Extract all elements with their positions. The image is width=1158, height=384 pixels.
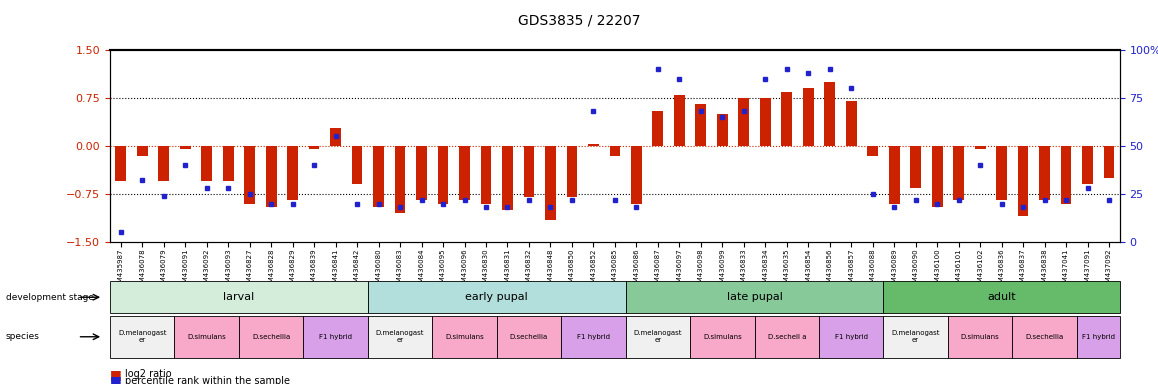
Bar [416,146,427,200]
Bar [395,146,405,213]
Bar [631,146,642,204]
Bar [545,146,556,220]
Bar [1061,146,1071,204]
Bar [824,82,835,146]
Bar [459,146,470,200]
Bar [116,146,126,181]
Bar [201,146,212,181]
Bar [373,146,384,207]
Text: early pupal: early pupal [466,292,528,302]
Bar [953,146,963,200]
Text: percentile rank within the sample: percentile rank within the sample [125,376,290,384]
Text: larval: larval [223,292,255,302]
Bar [566,146,578,197]
Bar [889,146,900,204]
Text: late pupal: late pupal [726,292,783,302]
Bar [975,146,985,149]
Bar [503,146,513,210]
Bar [266,146,277,207]
Bar [845,101,857,146]
Bar [1104,146,1114,178]
Text: D.melanogast
er: D.melanogast er [376,330,424,343]
Bar [222,146,234,181]
Bar [588,144,599,146]
Text: F1 hybrid: F1 hybrid [577,334,610,340]
Bar [287,146,298,200]
Text: D.simulans: D.simulans [961,334,999,340]
Text: log2 ratio: log2 ratio [125,369,171,379]
Text: D.sechellia: D.sechellia [510,334,548,340]
Bar [1083,146,1093,184]
Bar [352,146,362,184]
Text: species: species [6,332,39,341]
Text: F1 hybrid: F1 hybrid [320,334,352,340]
Text: D.sechellia: D.sechellia [1026,334,1064,340]
Bar [159,146,169,181]
Bar [996,146,1007,200]
Text: D.simulans: D.simulans [703,334,741,340]
Text: ■: ■ [110,368,122,381]
Text: D.simulans: D.simulans [188,334,226,340]
Bar [309,146,320,149]
Text: adult: adult [988,292,1016,302]
Text: D.sechell a: D.sechell a [768,334,806,340]
Text: GDS3835 / 22207: GDS3835 / 22207 [518,13,640,27]
Bar [932,146,943,207]
Text: D.simulans: D.simulans [445,334,484,340]
Bar [244,146,255,204]
Bar [802,88,814,146]
Text: D.melanogast
er: D.melanogast er [118,330,167,343]
Bar [481,146,491,204]
Text: F1 hybrid: F1 hybrid [835,334,867,340]
Bar [609,146,621,156]
Text: development stage: development stage [6,293,94,302]
Bar [652,111,664,146]
Text: D.sechellia: D.sechellia [252,334,291,340]
Bar [438,146,448,204]
Bar [717,114,727,146]
Bar [867,146,878,156]
Bar [330,128,340,146]
Bar [910,146,921,187]
Bar [782,91,792,146]
Bar [179,146,191,149]
Bar [696,104,706,146]
Bar [760,98,771,146]
Bar [674,95,684,146]
Text: D.melanogast
er: D.melanogast er [892,330,940,343]
Text: D.melanogast
er: D.melanogast er [633,330,682,343]
Bar [739,98,749,146]
Bar [137,146,147,156]
Bar [1039,146,1050,200]
Text: ■: ■ [110,374,122,384]
Bar [523,146,534,197]
Bar [1018,146,1028,216]
Text: F1 hybrid: F1 hybrid [1082,334,1115,340]
